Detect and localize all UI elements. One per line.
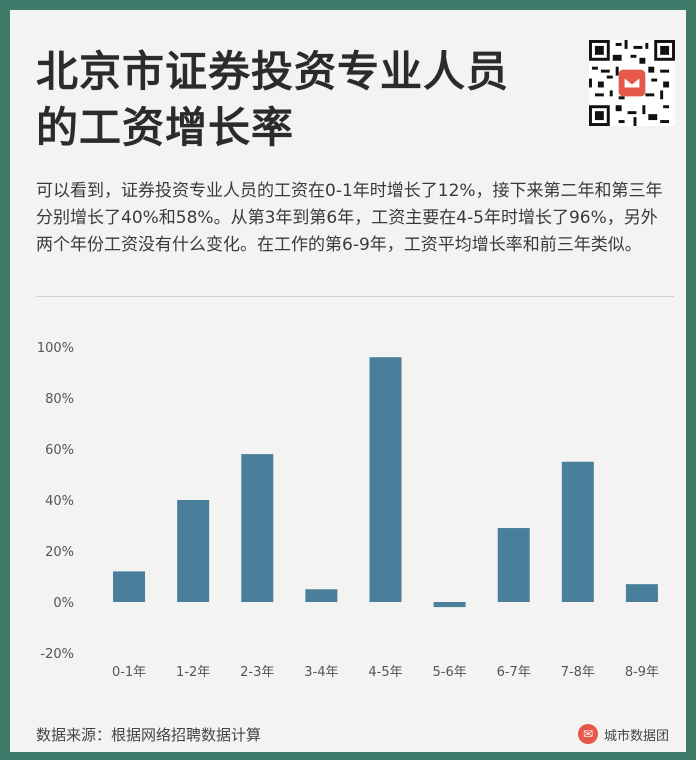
divider — [36, 296, 674, 297]
bar — [625, 584, 658, 602]
y-tick-label: 60% — [45, 443, 74, 458]
x-tick-label: 1-2年 — [176, 665, 210, 680]
bar — [433, 602, 466, 608]
bar-chart: 100% 80% 60% 40% 20% 0% -20% 0-1年 1-2年 2-3年 3-4年 4-… — [37, 341, 659, 680]
chart-card: 北京市证券投资专业人员 的工资增长率 可以看到，证券投资专业人员的工资在0-1年… — [10, 10, 686, 752]
y-tick-label: 40% — [45, 494, 74, 509]
x-tick-label: 8-9年 — [625, 665, 659, 680]
bar — [497, 528, 530, 602]
y-tick-label: -20% — [40, 647, 74, 662]
title-line-1: 北京市证券投资专业人员 — [36, 47, 510, 96]
x-tick-label: 0-1年 — [112, 665, 146, 680]
chart-title: 北京市证券投资专业人员 的工资增长率 — [36, 44, 556, 156]
brand-name: 城市数据团 — [604, 728, 670, 744]
bar — [113, 571, 146, 602]
bar — [241, 454, 274, 602]
bar — [177, 500, 210, 602]
x-tick-label: 2-3年 — [240, 665, 274, 680]
qr-code-icon — [589, 40, 675, 126]
brand: ✉ 城市数据团 — [578, 724, 669, 744]
brand-logo-icon: ✉ — [578, 724, 598, 744]
bar — [561, 461, 594, 602]
data-source: 数据来源：根据网络招聘数据计算 — [36, 726, 262, 744]
x-tick-label: 4-5年 — [368, 665, 402, 680]
x-tick-label: 7-8年 — [561, 665, 595, 680]
y-tick-label: 0% — [53, 596, 74, 611]
title-line-2: 的工资增长率 — [36, 103, 295, 152]
y-tick-label: 100% — [37, 341, 74, 356]
x-tick-label: 6-7年 — [497, 665, 531, 680]
y-tick-label: 80% — [45, 392, 74, 407]
x-tick-label: 3-4年 — [304, 665, 338, 680]
bar — [369, 357, 402, 602]
bar — [305, 589, 338, 602]
description-text: 可以看到，证券投资专业人员的工资在0-1年时增长了12%，接下来第二年和第三年分… — [36, 181, 663, 255]
y-tick-label: 20% — [45, 545, 74, 560]
x-tick-label: 5-6年 — [432, 665, 466, 680]
